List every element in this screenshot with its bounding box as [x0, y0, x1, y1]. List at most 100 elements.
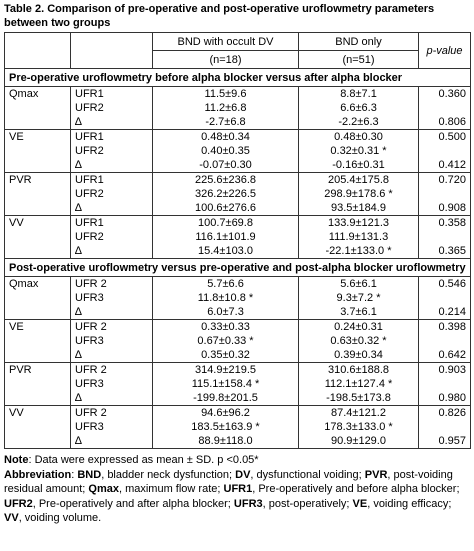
- only-cell: 111.9±131.3: [298, 230, 419, 244]
- ufr-cell: UFR3: [70, 377, 153, 391]
- p-cell: 0.500: [418, 129, 471, 144]
- p-cell: 0.398: [418, 319, 471, 334]
- occult-cell: 314.9±219.5: [152, 362, 299, 377]
- p-cell: [418, 420, 471, 434]
- data-row: Qmax UFR 2 5.7±6.6 5.6±6.1 0.546: [4, 276, 471, 320]
- ufr-cell: UFR 2: [70, 405, 153, 420]
- p-cell: 0.642: [418, 348, 471, 363]
- only-cell: 6.6±6.3: [298, 101, 419, 115]
- data-row: UFR2 326.2±226.5 298.9±178.6 *: [5, 187, 471, 201]
- p-cell: 0.826: [418, 405, 471, 420]
- only-cell: 178.3±133.0 *: [298, 420, 419, 434]
- abbr-def: , Pre-operatively and after alpha blocke…: [32, 497, 234, 510]
- only-cell: 3.7±6.1: [298, 305, 419, 320]
- occult-cell: 94.6±96.2: [152, 405, 299, 420]
- data-row: ∆ 0.35±0.32 0.39±0.34 0.642: [5, 348, 471, 363]
- occult-cell: 115.1±158.4 *: [152, 377, 299, 391]
- abbr-def: , voiding efficacy;: [367, 497, 452, 510]
- data-row: VE UFR1 0.48±0.34 0.48±0.30 0.500: [4, 129, 471, 173]
- header-cell: BND only: [298, 32, 419, 51]
- abbr-term: UFR2: [4, 497, 33, 510]
- ufr-cell: UFR 2: [70, 362, 153, 377]
- data-row: ∆ 6.0±7.3 3.7±6.1 0.214: [5, 305, 471, 320]
- param-cell: VV: [4, 405, 71, 449]
- p-cell: 0.365: [418, 244, 471, 259]
- section-title: Pre-operative uroflowmetry before alpha …: [4, 68, 471, 87]
- abbreviations: Abbreviation: BND, bladder neck dysfunct…: [4, 468, 460, 525]
- p-cell: [418, 187, 471, 201]
- abbr-term: Qmax: [88, 483, 119, 495]
- ufr-cell: ∆: [70, 115, 153, 130]
- occult-cell: 11.5±9.6: [152, 86, 299, 101]
- notes: Note: Data were expressed as mean ± SD. …: [4, 453, 470, 526]
- p-cell: 0.908: [418, 201, 471, 216]
- abbr-def: , dysfunctional voiding;: [250, 468, 365, 481]
- p-cell: [418, 291, 471, 305]
- only-cell: -2.2±6.3: [298, 115, 419, 130]
- p-cell: 0.980: [418, 391, 471, 406]
- ufr-cell: ∆: [70, 348, 153, 363]
- section-row: Pre-operative uroflowmetry before alpha …: [4, 68, 471, 87]
- occult-cell: 326.2±226.5: [152, 187, 299, 201]
- occult-cell: 11.8±10.8 *: [152, 291, 299, 305]
- p-cell: [418, 334, 471, 348]
- data-row: ∆ -2.7±6.8 -2.2±6.3 0.806: [5, 115, 471, 130]
- only-cell: 0.63±0.32 *: [298, 334, 419, 348]
- data-row: ∆ -0.07±0.30 -0.16±0.31 0.412: [5, 158, 471, 173]
- abbr-def: , maximum flow rate;: [118, 483, 224, 495]
- abbr-def: , bladder neck dysfunction;: [101, 468, 236, 481]
- section-row: Post-operative uroflowmetry versus pre-o…: [4, 258, 471, 277]
- occult-cell: -2.7±6.8: [152, 115, 299, 130]
- ufr-cell: UFR 2: [70, 319, 153, 334]
- p-cell: 0.903: [418, 362, 471, 377]
- occult-cell: 0.33±0.33: [152, 319, 299, 334]
- param-cell: PVR: [4, 362, 71, 406]
- data-row: UFR2 116.1±101.9 111.9±131.3: [5, 230, 471, 244]
- ufr-cell: UFR1: [70, 172, 153, 187]
- header-cell: p-value: [418, 32, 471, 69]
- abbr-term: VV: [4, 512, 19, 524]
- p-cell: 0.546: [418, 276, 471, 291]
- data-row: ∆ 100.6±276.6 93.5±184.9 0.908: [5, 201, 471, 216]
- ufr-cell: UFR 2: [70, 276, 153, 291]
- only-cell: -0.16±0.31: [298, 158, 419, 173]
- data-row: UFR3 183.5±163.9 * 178.3±133.0 *: [5, 420, 471, 434]
- data-row: UFR3 115.1±158.4 * 112.1±127.4 *: [5, 377, 471, 391]
- ufr-cell: ∆: [70, 305, 153, 320]
- occult-cell: 6.0±7.3: [152, 305, 299, 320]
- data-row: VV UFR 2 94.6±96.2 87.4±121.2 0.826: [4, 405, 471, 449]
- occult-cell: -199.8±201.5: [152, 391, 299, 406]
- abbr-term: PVR: [364, 468, 388, 481]
- p-cell: 0.360: [418, 86, 471, 101]
- occult-cell: 0.48±0.34: [152, 129, 299, 144]
- occult-cell: 116.1±101.9: [152, 230, 299, 244]
- ufr-cell: UFR3: [70, 420, 153, 434]
- param-cell: PVR: [4, 172, 71, 216]
- occult-cell: -0.07±0.30: [152, 158, 299, 173]
- abbr-def: , post-operatively;: [262, 497, 353, 510]
- occult-cell: 183.5±163.9 *: [152, 420, 299, 434]
- p-cell: 0.358: [418, 215, 471, 230]
- data-row: ∆ 88.9±118.0 90.9±129.0 0.957: [5, 434, 471, 449]
- only-cell: 0.39±0.34: [298, 348, 419, 363]
- only-cell: 310.6±188.8: [298, 362, 419, 377]
- abbr-term: UFR3: [233, 497, 263, 510]
- data-row: VV UFR1 100.7±69.8 133.9±121.3 0.358: [4, 215, 471, 259]
- ufr-cell: ∆: [70, 244, 153, 259]
- data-row: UFR3 11.8±10.8 * 9.3±7.2 *: [5, 291, 471, 305]
- data-row: VE UFR 2 0.33±0.33 0.24±0.31 0.398: [4, 319, 471, 363]
- only-cell: 133.9±121.3: [298, 215, 419, 230]
- ufr-cell: UFR2: [70, 101, 153, 115]
- data-row: UFR3 0.67±0.33 * 0.63±0.32 *: [5, 334, 471, 348]
- occult-cell: 100.7±69.8: [152, 215, 299, 230]
- p-cell: [418, 144, 471, 158]
- param-cell: VE: [4, 319, 71, 363]
- header-cell: BND with occult DV: [152, 32, 299, 51]
- p-cell: [418, 230, 471, 244]
- ufr-cell: UFR1: [70, 129, 153, 144]
- only-cell: 93.5±184.9: [298, 201, 419, 216]
- abbr-label: Abbreviation: [4, 468, 72, 481]
- abbr-def: , post-voiding residual amount;: [4, 468, 453, 496]
- only-cell: 0.24±0.31: [298, 319, 419, 334]
- only-cell: 112.1±127.4 *: [298, 377, 419, 391]
